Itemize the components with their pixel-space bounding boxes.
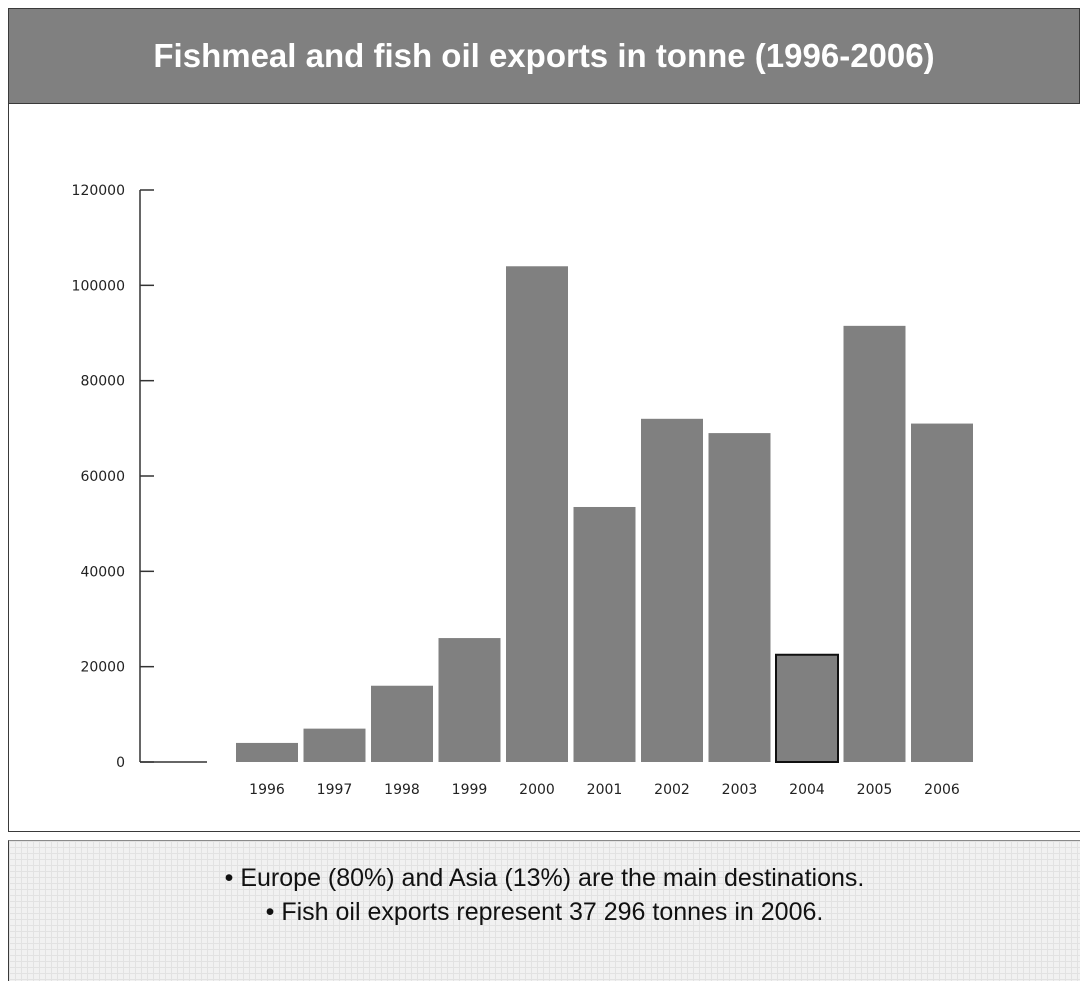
y-tick-label: 120000 [72,183,125,199]
bar-2004 [775,653,839,763]
bar-1997 [303,728,366,762]
x-tick-label: 2004 [789,782,825,798]
x-tick-label: 2001 [587,782,623,798]
y-tick-label: 40000 [80,564,125,580]
chart-title-banner: Fishmeal and fish oil exports in tonne (… [8,8,1080,104]
notes-panel: • Europe (80%) and Asia (13%) are the ma… [8,840,1080,981]
y-tick-label: 80000 [80,374,125,390]
note-line-fish-oil: • Fish oil exports represent 37 296 tonn… [265,898,824,926]
x-tick-label: 2000 [519,782,555,798]
x-tick-label: 2006 [924,782,960,798]
note-line-destinations: • Europe (80%) and Asia (13%) are the ma… [224,864,865,892]
bar-1998 [371,685,433,762]
bar-2002 [641,418,703,762]
bar-1999 [438,638,501,762]
chart-title: Fishmeal and fish oil exports in tonne (… [153,37,935,74]
x-tick-label: 2005 [857,782,893,798]
bar-2001 [573,506,636,762]
x-tick-label: 1996 [249,782,285,798]
bar-2000 [506,266,568,762]
y-tick-label: 0 [116,755,125,771]
bar-1996 [236,742,298,762]
x-tick-label: 1999 [452,782,488,798]
y-tick-label: 60000 [80,469,125,485]
y-tick-label: 20000 [80,660,125,676]
bar-chart: 0 20000 40000 60000 80000 100000 120000 1996 199… [72,183,973,798]
chart-panel: 0 20000 40000 60000 80000 100000 120000 1996 199… [8,104,1080,832]
bar-2005 [843,325,906,762]
y-tick-label: 100000 [72,278,125,294]
bar-2006 [911,423,973,762]
bar-2003 [708,433,771,762]
x-tick-label: 2003 [722,782,758,798]
x-tick-label: 1998 [384,782,420,798]
x-tick-label: 2002 [654,782,690,798]
x-tick-label: 1997 [317,782,353,798]
